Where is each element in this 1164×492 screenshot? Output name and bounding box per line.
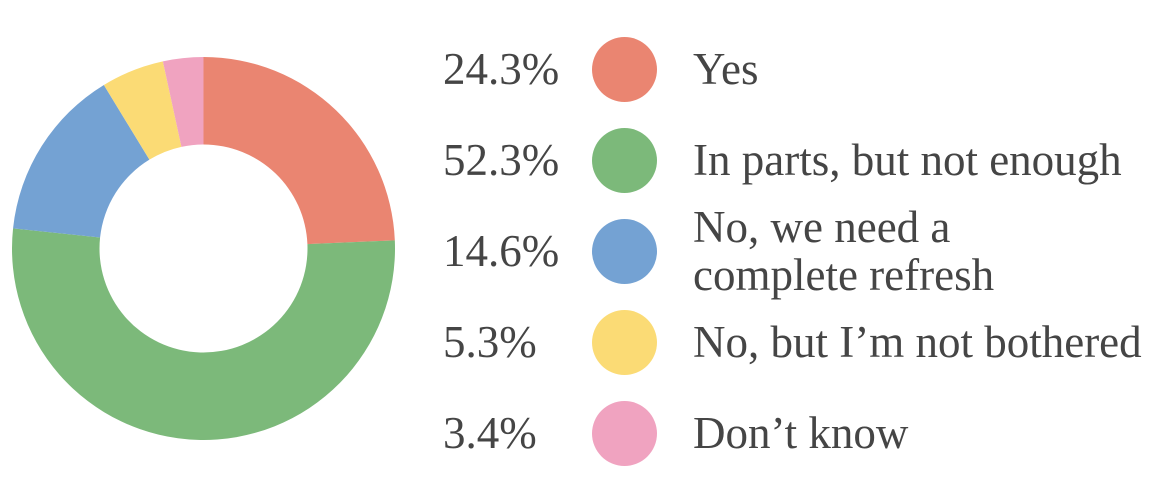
legend-percent: 5.3%	[443, 317, 537, 367]
legend-swatch-circle	[592, 219, 657, 284]
legend-label: Don’t know	[693, 407, 909, 458]
legend-percent: 14.6%	[443, 226, 560, 276]
legend-swatch-circle	[592, 128, 657, 193]
legend-swatch-circle	[592, 37, 657, 102]
legend-item-yes: 24.3% Yes	[443, 24, 1164, 115]
donut-segment-0	[203, 57, 395, 245]
legend-percent: 24.3%	[443, 44, 560, 94]
donut-segment-2	[13, 84, 150, 238]
donut-segment-3	[103, 61, 182, 160]
legend-swatch-circle	[592, 310, 657, 375]
chart-legend: 24.3% Yes 52.3% In parts, but not enough…	[443, 24, 1164, 479]
legend-swatch-circle	[592, 401, 657, 466]
legend-item-complete-refresh: 14.6% No, we need a complete refresh	[443, 202, 1164, 300]
legend-label: No, but I’m not bothered	[693, 316, 1142, 367]
legend-item-not-bothered: 5.3% No, but I’m not bothered	[443, 297, 1164, 388]
legend-label: In parts, but not enough	[693, 134, 1122, 185]
legend-item-in-parts: 52.3% In parts, but not enough	[443, 115, 1164, 206]
legend-item-dont-know: 3.4% Don’t know	[443, 388, 1164, 479]
legend-percent: 3.4%	[443, 408, 537, 458]
legend-percent: 52.3%	[443, 135, 560, 185]
legend-label: Yes	[693, 43, 759, 94]
donut-segment-1	[12, 228, 396, 440]
donut-chart	[12, 57, 396, 440]
legend-label: No, we need a complete refresh	[693, 202, 995, 300]
donut-segment-4	[162, 57, 204, 147]
